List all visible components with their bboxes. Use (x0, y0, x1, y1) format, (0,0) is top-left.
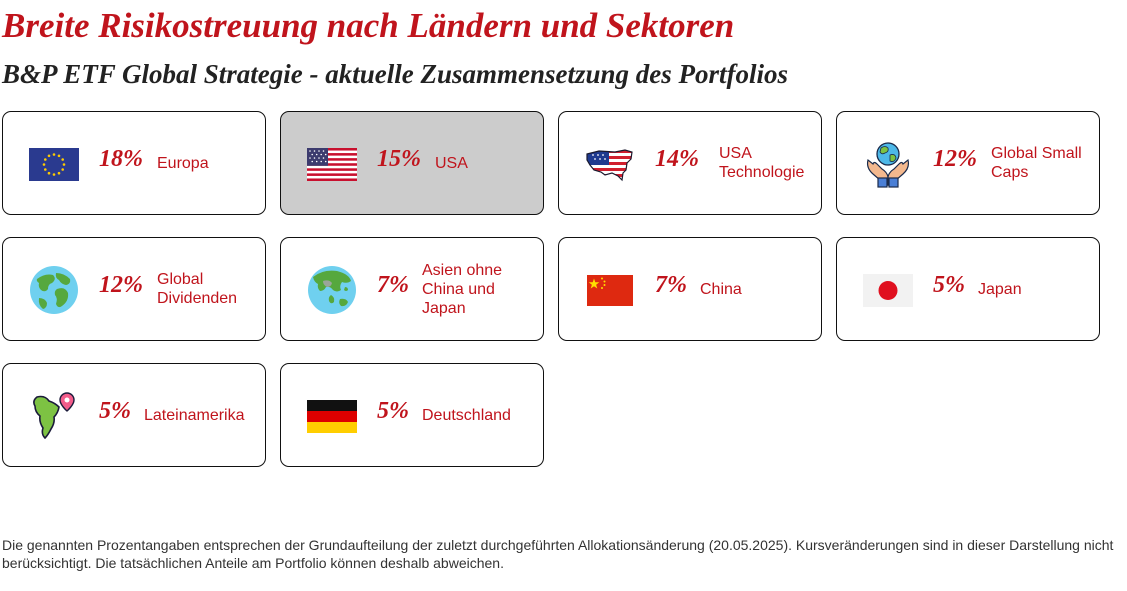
eu-flag-icon (28, 140, 80, 188)
allocation-card-europa[interactable]: 18% Europa (2, 111, 266, 215)
globe-icon (28, 266, 80, 314)
allocation-card-japan[interactable]: 5% Japan (836, 237, 1100, 341)
allocation-percent: 5% (377, 398, 409, 424)
allocation-label: Europa (157, 154, 209, 172)
allocation-label: Asien ohne China und Japan (422, 261, 503, 317)
allocation-label: Deutschland (422, 406, 511, 424)
allocation-card-deutschland[interactable]: 5% Deutschland (280, 363, 544, 467)
allocation-label: Japan (978, 280, 1022, 298)
hands-globe-icon (862, 140, 914, 188)
allocation-card-global-small-caps[interactable]: 12% Global Small Caps (836, 111, 1100, 215)
allocation-percent: 7% (655, 272, 687, 298)
allocation-label: Global Dividenden (157, 271, 238, 307)
allocation-percent: 15% (377, 146, 421, 172)
allocation-card-asien-ohne-china-und-japan[interactable]: 7% Asien ohne China und Japan (280, 237, 544, 341)
page-title: Breite Risikostreuung nach Ländern und S… (2, 6, 735, 45)
allocation-percent: 5% (99, 398, 131, 424)
allocation-label: Lateinamerika (144, 406, 245, 424)
page-subtitle: B&P ETF Global Strategie - aktuelle Zusa… (2, 59, 789, 89)
allocation-label: China (700, 280, 742, 298)
japan-flag-icon (862, 266, 914, 314)
allocation-label: Global Small Caps (991, 145, 1082, 181)
usa-map-icon (584, 140, 636, 188)
allocation-card-usa-technologie[interactable]: 14% USA Technologie (558, 111, 822, 215)
asia-globe-icon (306, 266, 358, 314)
disclaimer-footnote: Die genannten Prozentangaben entsprechen… (2, 537, 1114, 571)
germany-flag-icon (306, 392, 358, 440)
allocation-card-lateinamerika[interactable]: 5% Lateinamerika (2, 363, 266, 467)
allocation-label: USA (435, 154, 468, 172)
allocation-percent: 12% (99, 272, 143, 298)
allocation-percent: 7% (377, 272, 409, 298)
allocation-card-china[interactable]: 7% China (558, 237, 822, 341)
china-flag-icon (584, 266, 636, 314)
allocation-percent: 14% (655, 146, 699, 172)
latin-america-map-icon (28, 392, 80, 440)
allocation-percent: 5% (933, 272, 965, 298)
allocation-card-global-dividenden[interactable]: 12% Global Dividenden (2, 237, 266, 341)
us-flag-icon (306, 140, 358, 188)
allocation-percent: 18% (99, 146, 143, 172)
allocation-card-usa[interactable]: 15% USA (280, 111, 544, 215)
allocation-label: USA Technologie (719, 145, 805, 181)
allocation-percent: 12% (933, 146, 977, 172)
